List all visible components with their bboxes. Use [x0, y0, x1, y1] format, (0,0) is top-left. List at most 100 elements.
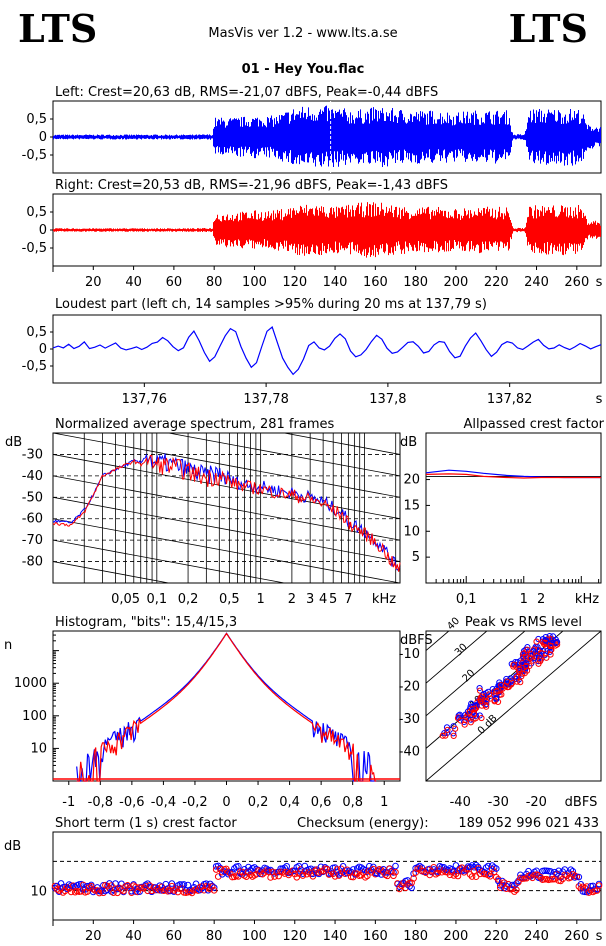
short-term-crest-point-left — [382, 869, 389, 876]
spectrum-xtick-label: 0,5 — [219, 592, 240, 607]
short-term-crest-point-right — [511, 888, 518, 895]
loudest-part-title: Loudest part (left ch, 14 samples >95% d… — [55, 297, 487, 312]
histogram-series-left — [76, 632, 377, 782]
spectrum-diagonal — [53, 518, 400, 583]
lts-logo-left: LTS — [18, 6, 98, 51]
spectrum-xtick-label: 0,05 — [111, 592, 140, 607]
right-waveform-xtick-label: 240 — [524, 275, 549, 290]
short-term-crest-point-right — [513, 886, 520, 894]
peak-vs-rms-point-left — [546, 648, 553, 656]
right-waveform-ytick-label: 0 — [39, 223, 47, 238]
short-term-crest-xtick-label: 240 — [524, 929, 549, 944]
spectrum-diagonal — [53, 262, 400, 326]
short-term-crest-point-right — [486, 873, 494, 880]
short-term-crest-xtick-label: 260 — [564, 929, 589, 944]
histogram-series-right — [76, 632, 377, 782]
histogram-xtick-label: -0,8 — [88, 795, 113, 810]
short-term-crest-point-right — [492, 873, 500, 881]
peak-vs-rms-point-right — [493, 688, 500, 695]
short-term-crest-point-right — [281, 870, 288, 877]
spectrum-xtick-label: 0,2 — [178, 592, 199, 607]
short-term-crest-point-left — [100, 882, 107, 889]
short-term-crest-point-right — [67, 888, 75, 896]
loudest-part-xlabel: s — [596, 392, 603, 407]
right-waveform-xtick-label: 220 — [484, 275, 509, 290]
short-term-crest-xlabel: s — [596, 929, 603, 944]
spectrum-xtick-label: 4 — [319, 592, 327, 607]
short-term-crest-point-right — [291, 870, 299, 878]
spectrum-ytick-label: -60 — [22, 512, 43, 527]
spectrum-series-blue — [52, 453, 401, 571]
short-term-crest-point-left — [57, 880, 65, 887]
short-term-crest-point-right — [200, 886, 208, 894]
peak-vs-rms-point-right — [457, 717, 464, 724]
short-term-crest-point-right — [295, 870, 303, 877]
short-term-crest-point-right — [212, 866, 220, 873]
short-term-crest-point-left — [180, 881, 188, 888]
peak-vs-rms-points — [439, 632, 561, 739]
peak-vs-rms-xtick-label: -30 — [488, 795, 509, 810]
right-waveform-xtick-label: 140 — [323, 275, 348, 290]
spectrum-diagonal — [53, 475, 400, 541]
short-term-crest-point-right — [573, 873, 581, 881]
short-term-crest-xtick-label: 80 — [206, 929, 223, 944]
loudest-part-signal — [52, 325, 602, 376]
short-term-crest-point-left — [370, 863, 377, 871]
peak-vs-rms-point-right — [491, 698, 498, 705]
short-term-crest-point-right — [116, 884, 123, 892]
peak-vs-rms-point-left — [523, 660, 530, 667]
allpassed-crest-xtick-label: 0,1 — [456, 592, 477, 607]
spectrum-ytick-label: -30 — [22, 447, 43, 462]
short-term-crest-xtick-label: 20 — [85, 929, 102, 944]
short-term-crest-point-right — [390, 872, 397, 880]
short-term-crest-point-right — [128, 889, 135, 896]
peak-vs-rms-point-right — [468, 706, 476, 713]
right-waveform-xtick-label: 120 — [282, 275, 307, 290]
allpassed-crest-ytick-label: 15 — [403, 498, 420, 513]
short-term-crest-point-right — [454, 872, 462, 880]
spectrum-diagonal — [53, 647, 400, 711]
spectrum-xtick-label: 5 — [329, 592, 337, 607]
histogram-xtick-label: -0,4 — [151, 795, 176, 810]
peak-vs-rms-point-right — [478, 693, 486, 700]
short-term-crest-ylabel: dB — [4, 839, 21, 854]
app-title: MasVis ver 1.2 - www.lts.a.se — [208, 26, 398, 41]
allpassed-crest-frame — [425, 432, 602, 584]
peak-vs-rms-ylabel: dBFS — [400, 633, 433, 648]
spectrum-ytick-label: -70 — [22, 533, 43, 548]
short-term-crest-point-left — [299, 870, 307, 877]
short-term-crest-point-left — [392, 862, 399, 870]
checksum-value: 189 052 996 021 433 — [458, 816, 599, 831]
right-waveform-xtick-label: 80 — [206, 275, 223, 290]
short-term-crest-point-right — [494, 876, 502, 883]
short-term-crest-point-right — [353, 870, 361, 877]
peak-vs-rms-point-left — [476, 684, 483, 692]
short-term-crest-point-right — [166, 886, 174, 894]
short-term-crest-xtick-label: 160 — [363, 929, 388, 944]
short-term-crest-point-right — [595, 882, 603, 889]
right-waveform-xtick-label: 40 — [125, 275, 142, 290]
right-waveform-xtick-label: 260 — [564, 275, 589, 290]
short-term-crest-xtick-label: 40 — [125, 929, 142, 944]
short-term-crest-point-right — [331, 873, 339, 880]
peak-vs-rms-title: Peak vs RMS level — [465, 615, 582, 630]
spectrum-xtick-label: 3 — [306, 592, 314, 607]
peak-vs-rms-ytick-label: -30 — [399, 712, 420, 727]
spectrum-series-red — [52, 454, 401, 572]
short-term-crest-point-right — [156, 887, 164, 894]
short-term-crest-point-right — [259, 870, 266, 878]
spectrum-xtick-label: 1 — [256, 592, 264, 607]
peak-vs-rms-point-right — [483, 698, 490, 705]
short-term-crest-xtick-label: 60 — [166, 929, 183, 944]
short-term-crest-point-right — [452, 870, 460, 878]
peak-vs-rms-point-left — [503, 675, 510, 683]
histogram-xtick-label: 0 — [222, 795, 230, 810]
spectrum-diagonal — [53, 347, 400, 411]
short-term-crest-point-left — [176, 881, 184, 888]
short-term-crest-point-left — [210, 884, 218, 891]
checksum-label: Checksum (energy): — [297, 816, 429, 831]
loudest-part-ytick-label: -0,5 — [22, 359, 47, 374]
short-term-crest-point-right — [293, 873, 301, 881]
spectrum-diagonal — [53, 454, 400, 520]
histogram-ytick-label: 100 — [22, 709, 47, 724]
